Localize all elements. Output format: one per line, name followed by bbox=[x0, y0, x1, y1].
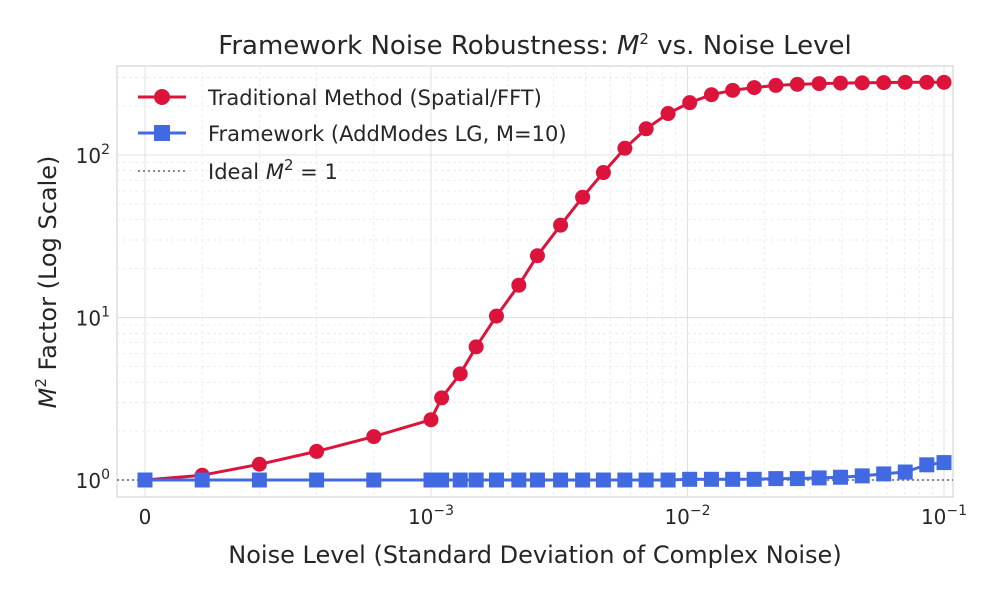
point-framework-18 bbox=[682, 471, 698, 487]
legend-marker-traditional bbox=[154, 89, 170, 105]
point-framework-10 bbox=[511, 472, 527, 488]
point-framework-4 bbox=[366, 472, 382, 488]
point-framework-13 bbox=[575, 472, 591, 488]
point-traditional-7 bbox=[452, 366, 468, 382]
point-framework-22 bbox=[768, 471, 784, 487]
x-tick-label-1: 10−3 bbox=[408, 503, 454, 529]
point-framework-3 bbox=[309, 472, 325, 488]
x-axis-label: Noise Level (Standard Deviation of Compl… bbox=[228, 541, 841, 569]
series-layer bbox=[137, 74, 952, 488]
point-framework-21 bbox=[746, 471, 762, 487]
point-traditional-24 bbox=[811, 76, 827, 92]
point-framework-9 bbox=[488, 472, 504, 488]
point-traditional-20 bbox=[725, 82, 741, 98]
chart-title-sup: 2 bbox=[639, 30, 649, 48]
legend-marker-framework bbox=[154, 125, 170, 141]
point-traditional-28 bbox=[897, 74, 913, 90]
point-traditional-13 bbox=[575, 189, 591, 205]
legend: Traditional Method (Spatial/FFT) Framewo… bbox=[138, 86, 567, 184]
point-traditional-23 bbox=[789, 76, 805, 92]
point-framework-27 bbox=[876, 466, 892, 482]
y-axis-label-suffix: Factor (Log Scale) bbox=[34, 156, 62, 379]
point-framework-17 bbox=[660, 472, 676, 488]
point-framework-2 bbox=[251, 472, 267, 488]
point-framework-28 bbox=[897, 464, 913, 480]
point-traditional-10 bbox=[511, 277, 527, 293]
point-traditional-27 bbox=[876, 75, 892, 91]
legend-label-ideal-suffix: = 1 bbox=[294, 160, 338, 184]
point-traditional-29 bbox=[919, 74, 935, 90]
point-traditional-8 bbox=[468, 339, 484, 355]
y-axis-label-var: M bbox=[34, 387, 62, 408]
point-framework-15 bbox=[617, 472, 633, 488]
point-framework-8 bbox=[468, 472, 484, 488]
legend-label-ideal-var: M bbox=[266, 160, 284, 184]
point-traditional-6 bbox=[434, 390, 450, 406]
point-traditional-3 bbox=[309, 443, 325, 459]
point-framework-30 bbox=[936, 455, 952, 471]
legend-label-ideal: Ideal M2 = 1 bbox=[208, 156, 338, 184]
point-traditional-26 bbox=[854, 75, 870, 91]
point-traditional-11 bbox=[529, 248, 545, 264]
plot-area bbox=[116, 65, 954, 498]
point-traditional-15 bbox=[617, 140, 633, 156]
point-traditional-5 bbox=[423, 412, 439, 428]
point-framework-25 bbox=[833, 469, 849, 485]
x-tick-label-2: 10−2 bbox=[664, 503, 710, 529]
y-tick-label-0: 100 bbox=[76, 467, 110, 493]
point-framework-23 bbox=[789, 471, 805, 487]
legend-label-framework: Framework (AddModes LG, M=10) bbox=[208, 122, 567, 146]
point-framework-24 bbox=[811, 470, 827, 486]
point-traditional-14 bbox=[595, 165, 611, 181]
y-tick-label-1: 101 bbox=[76, 305, 110, 331]
point-framework-14 bbox=[595, 472, 611, 488]
legend-label-ideal-sup: 2 bbox=[284, 156, 294, 174]
point-framework-1 bbox=[194, 472, 210, 488]
legend-item-ideal: Ideal M2 = 1 bbox=[138, 156, 338, 184]
x-tick-label-0: 0 bbox=[139, 505, 152, 529]
y-axis-label-sup: 2 bbox=[32, 378, 50, 388]
point-framework-29 bbox=[919, 457, 935, 473]
legend-label-ideal-prefix: Ideal bbox=[208, 160, 266, 184]
point-framework-16 bbox=[638, 472, 654, 488]
legend-item-traditional: Traditional Method (Spatial/FFT) bbox=[138, 86, 542, 110]
chart-title-suffix: vs. Noise Level bbox=[649, 31, 852, 61]
point-framework-6 bbox=[434, 472, 450, 488]
x-tick-labels: 0 10−3 10−2 10−1 bbox=[139, 503, 967, 529]
point-framework-12 bbox=[553, 472, 569, 488]
chart-title-prefix: Framework Noise Robustness: bbox=[218, 31, 617, 61]
grid-layer bbox=[117, 66, 953, 497]
point-traditional-19 bbox=[703, 87, 719, 103]
point-framework-7 bbox=[452, 472, 468, 488]
point-traditional-25 bbox=[833, 75, 849, 91]
point-traditional-17 bbox=[660, 106, 676, 122]
point-framework-20 bbox=[725, 471, 741, 487]
y-tick-label-2: 102 bbox=[76, 142, 110, 168]
legend-label-traditional: Traditional Method (Spatial/FFT) bbox=[207, 86, 542, 110]
point-traditional-21 bbox=[746, 80, 762, 96]
point-framework-19 bbox=[703, 471, 719, 487]
y-tick-labels: 100 101 102 bbox=[76, 142, 110, 493]
point-traditional-22 bbox=[768, 77, 784, 93]
point-traditional-30 bbox=[936, 74, 952, 90]
chart-title-var: M bbox=[617, 31, 639, 61]
point-traditional-12 bbox=[553, 217, 569, 233]
point-framework-0 bbox=[137, 472, 153, 488]
point-traditional-4 bbox=[366, 429, 382, 445]
chart-title: Framework Noise Robustness: M2 vs. Noise… bbox=[218, 30, 851, 61]
legend-item-framework: Framework (AddModes LG, M=10) bbox=[138, 122, 567, 146]
point-traditional-9 bbox=[488, 308, 504, 324]
point-traditional-16 bbox=[638, 121, 654, 137]
point-traditional-2 bbox=[251, 456, 267, 472]
point-framework-26 bbox=[854, 468, 870, 484]
y-axis-label: M2 Factor (Log Scale) bbox=[32, 156, 62, 409]
x-tick-label-3: 10−1 bbox=[921, 503, 967, 529]
point-traditional-18 bbox=[682, 95, 698, 111]
point-framework-11 bbox=[529, 472, 545, 488]
